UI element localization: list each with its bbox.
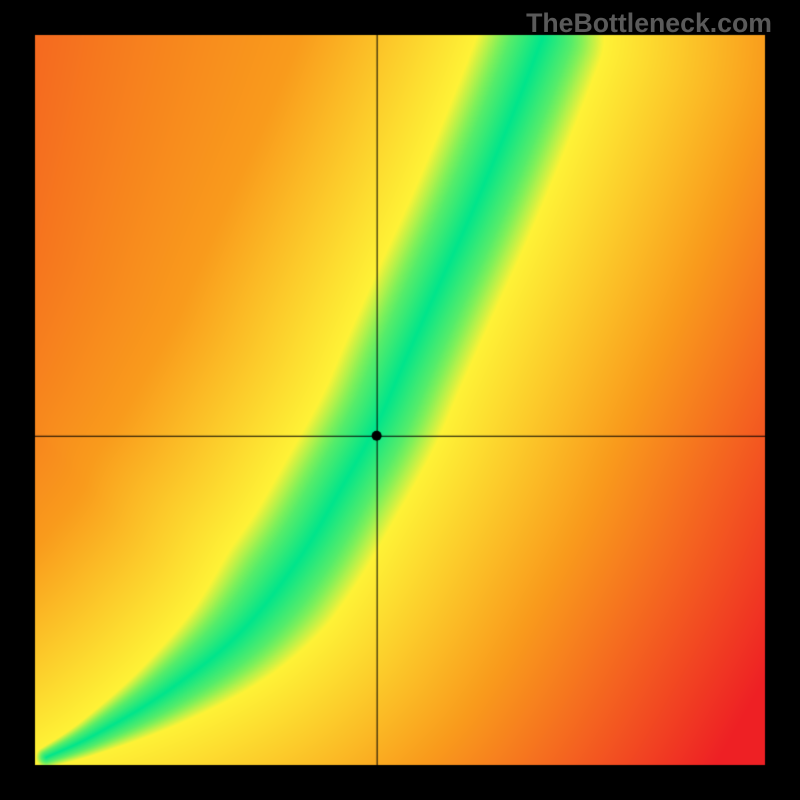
watermark-text: TheBottleneck.com bbox=[526, 8, 772, 39]
chart-container: TheBottleneck.com bbox=[0, 0, 800, 800]
bottleneck-heatmap-canvas bbox=[0, 0, 800, 800]
